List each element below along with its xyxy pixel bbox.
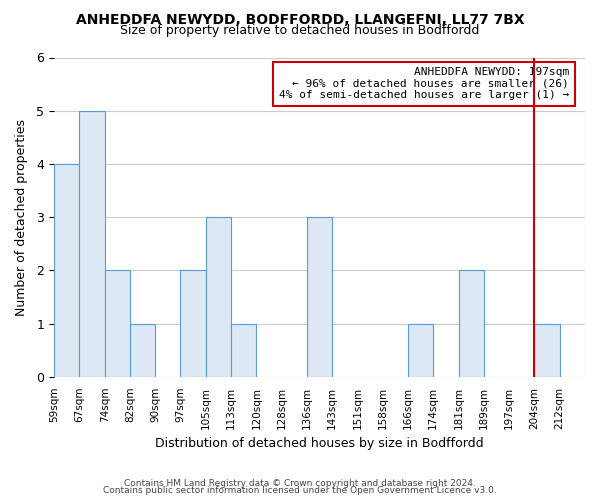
Text: Contains public sector information licensed under the Open Government Licence v3: Contains public sector information licen… [103, 486, 497, 495]
Bar [307, 217, 332, 377]
Y-axis label: Number of detached properties: Number of detached properties [15, 118, 28, 316]
Bar [535, 324, 560, 377]
Bar [130, 324, 155, 377]
Bar [231, 324, 256, 377]
Bar [54, 164, 79, 377]
Bar [458, 270, 484, 377]
Text: ANHEDDFA NEWYDD, BODFFORDD, LLANGEFNI, LL77 7BX: ANHEDDFA NEWYDD, BODFFORDD, LLANGEFNI, L… [76, 12, 524, 26]
Bar [181, 270, 206, 377]
Text: ANHEDDFA NEWYDD: 197sqm
← 96% of detached houses are smaller (26)
4% of semi-det: ANHEDDFA NEWYDD: 197sqm ← 96% of detache… [279, 67, 569, 100]
Text: Size of property relative to detached houses in Bodffordd: Size of property relative to detached ho… [121, 24, 479, 37]
Bar [104, 270, 130, 377]
Bar [408, 324, 433, 377]
Bar [79, 110, 104, 377]
Bar [206, 217, 231, 377]
Text: Contains HM Land Registry data © Crown copyright and database right 2024.: Contains HM Land Registry data © Crown c… [124, 478, 476, 488]
X-axis label: Distribution of detached houses by size in Bodffordd: Distribution of detached houses by size … [155, 437, 484, 450]
